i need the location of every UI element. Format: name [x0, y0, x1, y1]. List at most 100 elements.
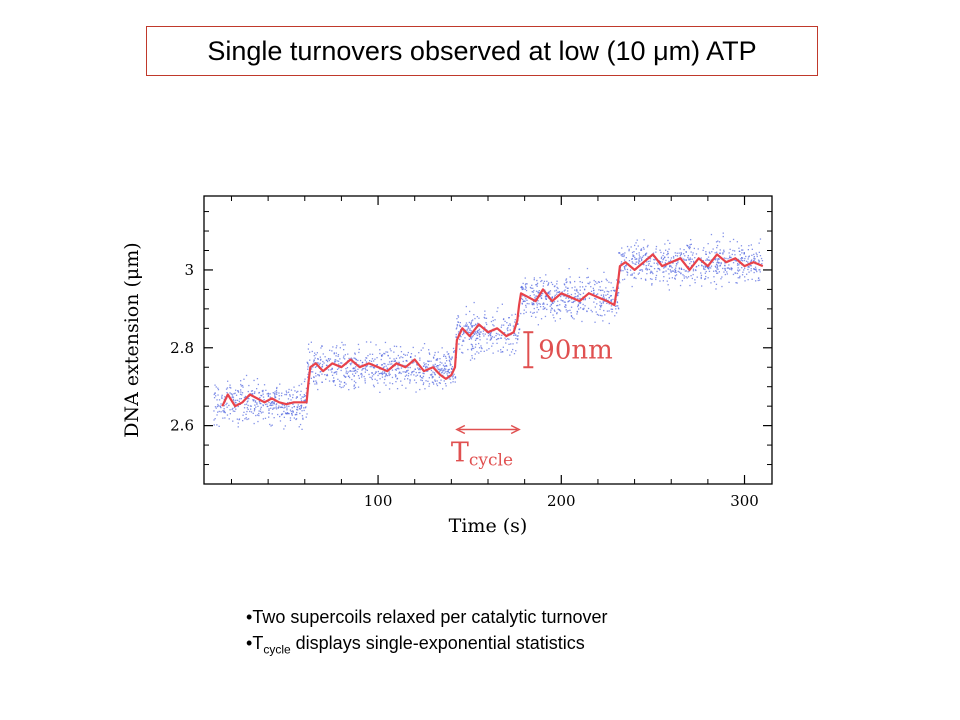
scatter-point — [715, 288, 717, 290]
scatter-point — [307, 348, 309, 350]
scatter-point — [434, 379, 436, 381]
scatter-point — [418, 352, 420, 354]
scatter-point — [740, 258, 742, 260]
scatter-point — [353, 380, 356, 382]
scatter-point — [524, 277, 526, 279]
scatter-point — [348, 375, 350, 377]
scatter-point — [686, 244, 688, 246]
scatter-point — [240, 380, 242, 382]
scatter-point — [667, 239, 669, 242]
scatter-point — [436, 359, 438, 361]
scatter-point — [316, 383, 318, 385]
scatter-point — [574, 296, 576, 298]
scatter-point — [395, 369, 397, 371]
scatter-point — [651, 283, 653, 285]
scatter-point — [705, 259, 707, 261]
scatter-point — [235, 402, 237, 404]
scatter-point — [361, 369, 363, 371]
scatter-point — [254, 401, 256, 403]
scatter-point — [361, 376, 363, 378]
scatter-point — [300, 405, 303, 408]
scatter-point — [355, 382, 357, 384]
scatter-point — [741, 267, 743, 269]
scatter-point — [522, 287, 524, 289]
scatter-point — [419, 375, 421, 377]
scatter-point — [550, 281, 553, 284]
scatter-point — [384, 341, 387, 344]
scatter-point — [365, 369, 367, 371]
scatter-point — [213, 410, 215, 412]
scatter-point — [456, 318, 458, 320]
scatter-point — [446, 360, 448, 362]
scatter-point — [256, 403, 258, 405]
scatter-point — [729, 255, 731, 257]
scatter-point — [246, 407, 248, 409]
scatter-point — [736, 282, 738, 284]
scatter-point — [231, 408, 233, 411]
scatter-point — [321, 365, 324, 368]
scatter-point — [514, 321, 516, 323]
scatter-point — [321, 345, 323, 347]
scatter-point — [742, 271, 744, 273]
scatter-point — [350, 364, 352, 366]
scatter-point — [230, 393, 232, 395]
scatter-point — [594, 281, 597, 283]
scatter-point — [620, 254, 622, 256]
scatter-point — [652, 272, 654, 275]
scatter-point — [564, 301, 566, 303]
scatter-point — [626, 268, 629, 271]
scatter-point — [495, 332, 498, 335]
scatter-point — [281, 406, 283, 409]
scatter-point — [525, 286, 527, 288]
scatter-point — [328, 359, 330, 362]
scatter-point — [520, 286, 522, 288]
scatter-point — [296, 408, 298, 411]
scatter-point — [588, 297, 591, 299]
scatter-point — [458, 343, 460, 345]
scatter-point — [246, 401, 248, 403]
scatter-point — [455, 328, 457, 330]
scatter-point — [674, 268, 676, 271]
scatter-point — [287, 398, 290, 400]
scatter-point — [213, 397, 216, 399]
scatter-point — [431, 375, 433, 378]
scatter-point — [418, 367, 421, 370]
scatter-point — [713, 276, 715, 278]
scatter-point — [353, 367, 355, 370]
scatter-point — [373, 367, 376, 369]
scatter-point — [507, 329, 509, 332]
scatter-point — [232, 398, 235, 400]
scatter-point — [302, 417, 304, 419]
y-tick-label: 2.6 — [170, 417, 194, 435]
scatter-point — [610, 300, 613, 302]
scatter-point — [247, 404, 249, 407]
scatter-point — [751, 248, 753, 250]
scatter-point — [473, 358, 476, 360]
scatter-point — [445, 368, 447, 370]
scatter-point — [687, 271, 689, 273]
scatter-point — [558, 291, 560, 294]
scatter-point — [498, 337, 500, 340]
scatter-point — [443, 355, 445, 357]
scatter-point — [406, 354, 408, 356]
scatter-point — [259, 410, 262, 412]
scatter-point — [454, 377, 457, 379]
scatter-point — [459, 338, 461, 341]
scatter-point — [667, 284, 669, 286]
scatter-point — [715, 241, 718, 243]
scatter-point — [569, 309, 571, 311]
scatter-point — [429, 353, 431, 355]
scatter-point — [579, 281, 581, 283]
scatter-point — [502, 351, 504, 353]
scatter-point — [317, 358, 319, 360]
scatter-point — [680, 252, 682, 254]
scatter-point — [405, 374, 408, 376]
scatter-point — [433, 383, 435, 385]
scatter-point — [338, 360, 340, 362]
scatter-point — [691, 258, 693, 260]
scatter-point — [551, 297, 553, 299]
scatter-point — [278, 395, 280, 397]
scatter-point — [447, 369, 450, 371]
scatter-point — [536, 311, 538, 313]
scatter-point — [688, 246, 690, 248]
